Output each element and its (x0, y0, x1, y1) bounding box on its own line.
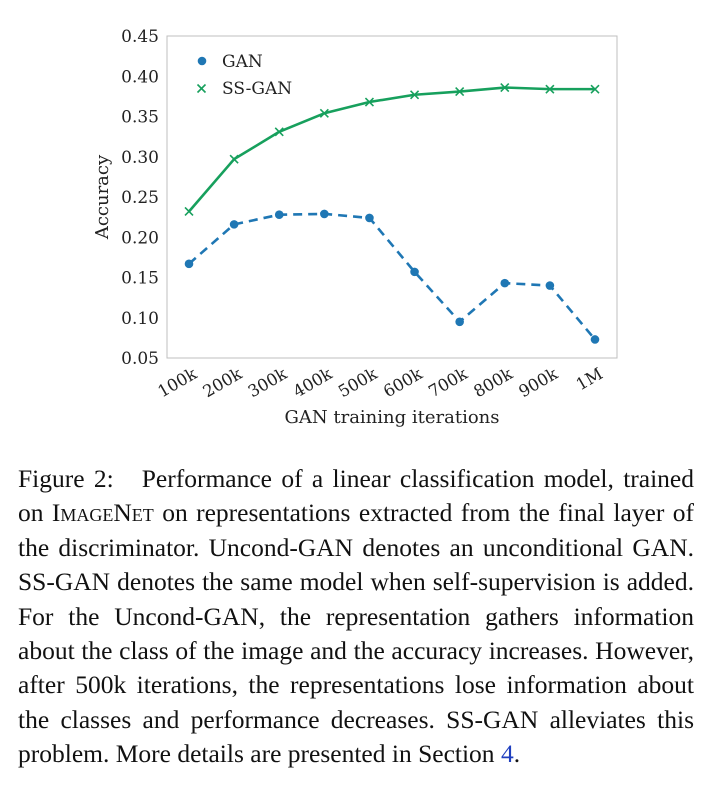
caption-label: Figure 2: (18, 464, 114, 493)
legend-ssgan-marker (196, 83, 207, 94)
x-tick-label: 900k (515, 364, 561, 402)
data-point (409, 90, 420, 100)
x-tick-label: 1M (573, 364, 606, 394)
x-axis-ticks: 100k 200k 300k 400k 500k 600k 700k 800k 900k 1M (155, 364, 607, 402)
data-point (364, 97, 375, 107)
x-tick-label: 300k (245, 364, 291, 402)
y-tick-label: 0.25 (121, 188, 159, 208)
y-axis-label: Accuracy (92, 154, 113, 240)
y-tick-label: 0.40 (121, 67, 159, 87)
caption-text-2: on representations extracted from the fi… (18, 498, 694, 769)
series-line (188, 86, 595, 213)
caption-text-1: Performance of a linear classification m… (18, 464, 695, 528)
data-point (320, 209, 329, 219)
y-tick-label: 0.30 (121, 148, 159, 168)
y-tick-label: 0.05 (121, 349, 159, 369)
data-point (274, 127, 284, 137)
x-tick-label: 600k (380, 364, 426, 402)
legend-gan-marker (197, 56, 207, 66)
y-axis-ticks: 0.05 0.10 0.15 0.20 0.25 0.30 0.35 0.40 0.45 (121, 27, 159, 369)
data-point (184, 206, 194, 217)
caption-dataset: ImageNet (51, 498, 154, 528)
data-point (545, 84, 555, 94)
y-tick-label: 0.35 (121, 108, 159, 128)
legend-gan-label: GAN (222, 52, 263, 72)
series-line (188, 212, 596, 341)
data-point (229, 154, 239, 164)
data-point (184, 259, 194, 269)
caption-text-3: . (513, 739, 521, 769)
data-point (229, 220, 239, 229)
data-point (365, 213, 374, 223)
legend: GAN SS-GAN (196, 52, 292, 99)
data-point (590, 335, 600, 344)
x-tick-label: 400k (290, 364, 336, 402)
data-point (455, 86, 465, 97)
data-point (319, 108, 329, 118)
x-tick-label: 800k (470, 364, 516, 402)
caption-section-link[interactable]: 4 (500, 739, 514, 769)
series-gan (184, 209, 600, 344)
figure-caption: Figure 2: Performance of a linear classi… (18, 462, 694, 772)
x-tick-label: 200k (200, 364, 246, 402)
data-point (545, 281, 555, 290)
x-tick-label: 500k (335, 364, 381, 402)
legend-ssgan-label: SS-GAN (222, 79, 292, 99)
series-layer (184, 82, 600, 344)
data-point (274, 210, 284, 220)
y-tick-label: 0.15 (121, 269, 159, 289)
y-tick-label: 0.20 (121, 228, 159, 248)
series-ss-gan (184, 82, 600, 217)
x-tick-label: 700k (425, 364, 471, 402)
y-tick-label: 0.10 (121, 309, 159, 329)
data-point (500, 278, 510, 288)
x-axis-label: GAN training iterations (285, 407, 500, 428)
x-tick-label: 100k (155, 364, 201, 402)
data-point (455, 317, 464, 327)
accuracy-chart: 0.05 0.10 0.15 0.20 0.25 0.30 0.35 0.40 0.45 100… (92, 27, 618, 428)
data-point (410, 267, 419, 277)
y-tick-label: 0.45 (121, 27, 159, 47)
data-point (590, 84, 600, 94)
data-point (500, 82, 510, 93)
